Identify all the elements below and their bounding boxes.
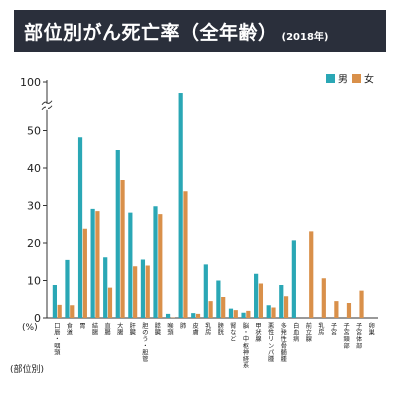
x-tick-label: 乳房 (318, 322, 324, 337)
bar-female (271, 307, 276, 318)
bar-female (309, 231, 314, 319)
x-tick-label: 肺 (180, 323, 186, 330)
legend-swatch-male (326, 74, 335, 83)
bar-female (133, 266, 138, 318)
y-tick-label: 30 (27, 200, 41, 213)
y-tick-label: 100 (20, 76, 41, 89)
bar-female (258, 283, 264, 318)
x-tick-label: 脳・中枢神経系 (243, 322, 250, 370)
chart-title-banner: 部位別がん死亡率（全年齢） (2018年) (14, 10, 386, 52)
bar-female (346, 303, 352, 318)
x-tick-label: 白血病 (293, 322, 299, 343)
bar-male (128, 212, 133, 319)
x-tick-label: 胆のう・胆管 (142, 323, 148, 363)
bar-female (145, 265, 150, 318)
bar-female (246, 310, 251, 319)
y-tick-label: 0 (34, 312, 41, 325)
chart-subtitle: (2018年) (281, 32, 329, 43)
bar-male (77, 137, 83, 318)
bar-male (103, 257, 108, 318)
bar-male (228, 308, 234, 319)
y-axis-unit: (%) (22, 323, 38, 333)
bar-male (291, 240, 296, 319)
x-tick-label: 大腸 (117, 322, 123, 337)
x-tick-label: 子宮体部 (356, 323, 363, 350)
bar-male (254, 273, 259, 318)
y-tick-label: 50 (27, 125, 41, 138)
x-tick-label: 膀胱 (218, 322, 224, 337)
legend-label-male: 男 (338, 74, 348, 86)
x-tick-label: 結腸 (92, 322, 98, 337)
bar-male (52, 285, 57, 318)
bar-female (334, 301, 339, 319)
bar-male (216, 280, 221, 318)
bar-female (183, 191, 188, 318)
x-tick-label: 口唇・咽頭 (54, 323, 61, 356)
bar-female (120, 180, 125, 318)
bar-female (95, 211, 100, 319)
x-tick-label: 胃 (79, 323, 85, 330)
axis-break-gap (46, 103, 48, 110)
bar-male (178, 93, 183, 318)
legend-swatch-female (352, 74, 361, 83)
x-tick-label: 腎など (230, 322, 236, 343)
bar-male (165, 313, 171, 319)
chart-title: 部位別がん死亡率（全年齢） (24, 22, 278, 44)
bar-female (208, 301, 213, 319)
x-tick-label: 前立腺 (306, 322, 313, 343)
x-tick-label: 膵臓 (155, 322, 162, 337)
bar-male (203, 264, 208, 319)
axis-break-mark-upper (41, 100, 53, 106)
y-tick-label: 20 (27, 237, 41, 250)
bar-female (359, 290, 364, 319)
bar-male (191, 313, 196, 319)
bar-female (283, 296, 289, 318)
x-tick-label: 多発性骨髄腫 (281, 322, 288, 363)
y-tick-label: 10 (27, 275, 41, 288)
bar-female (70, 305, 75, 318)
x-axis-label: (部位別) (10, 363, 44, 375)
legend-label-female: 女 (364, 73, 374, 86)
y-tick-label: 40 (27, 162, 41, 175)
bar-male (115, 150, 120, 318)
x-tick-label: 食道 (67, 322, 74, 337)
x-tick-label: 悪性リンパ腫 (268, 323, 274, 363)
bar-female (158, 214, 163, 319)
x-tick-label: 子宮 (331, 323, 337, 337)
bar-female (321, 278, 326, 318)
x-tick-label: 直腸 (105, 322, 111, 337)
x-tick-label: 喉頭 (167, 322, 174, 337)
bar-female (221, 297, 226, 318)
bar-male (140, 259, 146, 318)
x-tick-label: 甲状腺 (255, 323, 262, 343)
x-tick-label: 皮膚 (193, 322, 199, 337)
bar-male (153, 206, 158, 318)
x-tick-label: 肝臓 (130, 323, 137, 337)
bar-male (279, 285, 284, 318)
bar-male (266, 305, 271, 318)
bar-male (90, 208, 95, 319)
bar-female (107, 287, 113, 319)
bar-male (241, 312, 246, 318)
x-tick-label: 子宮頸部 (343, 323, 350, 350)
x-tick-label: 乳房 (205, 322, 211, 337)
bar-male (65, 259, 70, 319)
bar-female (233, 310, 238, 319)
bar-female (82, 228, 87, 318)
bar-female (195, 313, 201, 319)
bar-female (57, 304, 62, 319)
x-tick-label: 卵巣 (369, 322, 375, 337)
